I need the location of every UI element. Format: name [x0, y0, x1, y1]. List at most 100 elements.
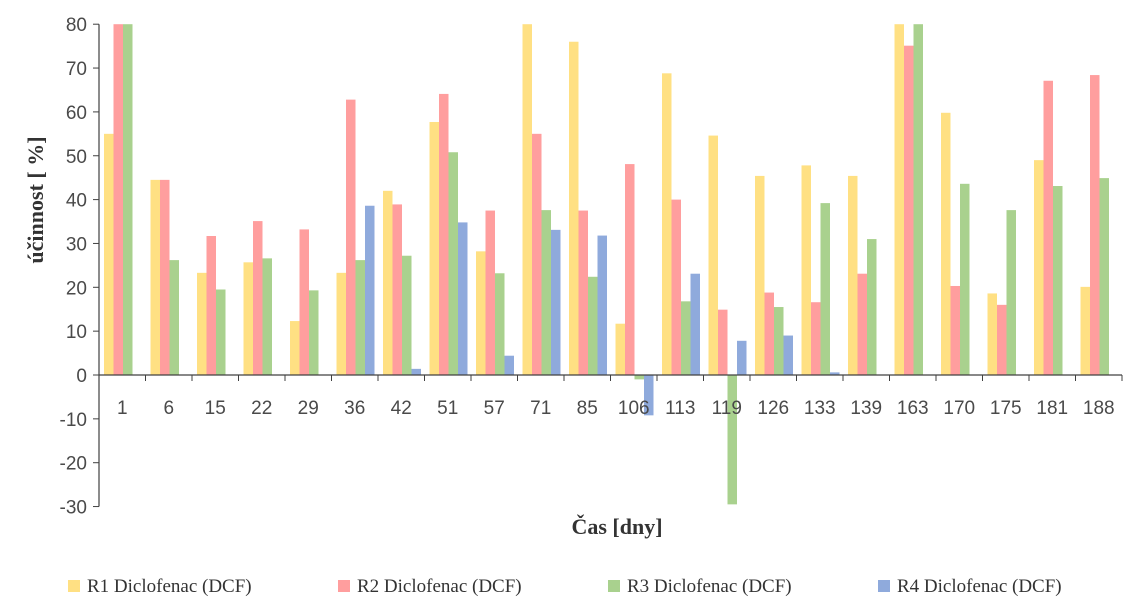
bar-series-2-85	[578, 210, 588, 375]
bar-series-1-181	[1034, 160, 1044, 375]
x-tick-label: 163	[897, 398, 929, 419]
bar-series-2-163	[904, 45, 914, 375]
bar-series-2-42	[392, 204, 402, 375]
bar-series-4-126	[783, 335, 793, 375]
bar-series-3-119	[727, 375, 737, 505]
x-tick-label: 119	[712, 398, 742, 419]
x-tick-label: 71	[530, 398, 551, 419]
bar-series-2-57	[485, 210, 495, 375]
bar-series-3-85	[588, 276, 598, 375]
bar-series-3-51	[448, 152, 458, 375]
x-tick-label: 22	[251, 398, 272, 419]
bar-series-2-170	[950, 285, 960, 375]
legend-swatch-series-3	[608, 580, 620, 592]
bar-series-2-29	[299, 229, 309, 375]
bar-series-3-188	[1099, 178, 1109, 375]
x-tick-label: 42	[391, 398, 412, 419]
bar-series-2-126	[764, 292, 774, 375]
bar-series-1-42	[383, 190, 393, 375]
legend-label-series-3: R3 Diclofenac (DCF)	[627, 576, 792, 597]
x-tick-label: 126	[757, 398, 789, 419]
bar-series-2-119	[718, 309, 728, 375]
bar-series-4-113	[690, 273, 700, 375]
bar-series-3-170	[960, 183, 970, 375]
bar-series-1-85	[569, 41, 579, 376]
bar-series-3-139	[867, 239, 877, 375]
bar-series-4-57	[504, 355, 514, 375]
x-tick-label: 139	[850, 398, 882, 419]
y-tick-label: 70	[66, 59, 87, 80]
bar-series-2-113	[671, 199, 681, 375]
bar-series-1-6	[150, 179, 160, 375]
bar-series-3-1	[123, 24, 133, 375]
x-tick-label: 6	[163, 398, 174, 419]
x-tick-label: 175	[990, 398, 1022, 419]
bar-series-2-1	[113, 24, 123, 375]
bar-series-1-126	[755, 175, 765, 375]
y-tick-label: -30	[60, 498, 87, 519]
bar-series-1-163	[894, 24, 904, 375]
bar-series-1-22	[243, 262, 253, 375]
legend-swatch-series-2	[338, 580, 350, 592]
axes-layer: 80 70 60 50 40 30 20 10 0 -10 -20 -30 1 6 15 22 29 36 42 51…	[60, 15, 1123, 519]
bar-series-3-6	[169, 260, 179, 375]
bar-series-3-106	[634, 375, 644, 380]
bar-series-1-71	[522, 24, 532, 375]
bar-series-2-175	[997, 304, 1007, 375]
bar-series-1-29	[290, 321, 300, 375]
bar-series-1-113	[662, 73, 672, 375]
bar-series-3-126	[774, 307, 784, 375]
y-tick-label: 0	[76, 366, 87, 387]
bar-series-4-85	[597, 235, 607, 375]
x-tick-label: 113	[665, 398, 695, 419]
y-tick-label: 60	[66, 103, 87, 124]
bar-series-1-170	[941, 112, 951, 375]
bar-series-1-36	[336, 272, 346, 375]
bar-series-4-42	[411, 368, 421, 375]
y-tick-label: -10	[60, 410, 87, 431]
bar-series-2-71	[532, 133, 542, 375]
bar-series-3-175	[1006, 210, 1016, 375]
bar-series-1-133	[801, 165, 811, 375]
y-axis-title: účinnost [ %]	[23, 136, 48, 263]
bar-series-3-15	[216, 289, 226, 375]
bar-series-3-163	[913, 24, 923, 375]
legend-swatch-series-1	[68, 580, 80, 592]
bar-series-1-15	[197, 272, 207, 375]
bar-series-4-133	[830, 372, 840, 375]
bar-series-4-71	[551, 229, 561, 375]
legend-label-series-4: R4 Diclofenac (DCF)	[897, 576, 1062, 597]
x-tick-label: 106	[618, 398, 650, 419]
y-tick-label: 80	[66, 15, 87, 36]
legend-label-series-2: R2 Diclofenac (DCF)	[357, 576, 522, 597]
bar-series-2-139	[857, 273, 867, 375]
x-tick-label: 57	[484, 398, 505, 419]
x-tick-label: 170	[943, 398, 975, 419]
x-tick-label: 85	[577, 398, 598, 419]
bar-series-3-36	[355, 260, 365, 375]
y-tick-label: -20	[60, 454, 87, 475]
bar-series-2-15	[206, 236, 216, 375]
x-tick-label: 1	[117, 398, 128, 419]
bar-series-2-36	[346, 99, 356, 376]
y-tick-label: 20	[66, 278, 87, 299]
y-tick-label: 10	[66, 322, 87, 343]
bar-series-1-175	[987, 293, 997, 375]
bar-series-4-119	[737, 340, 747, 375]
legend: R1 Diclofenac (DCF) R2 Diclofenac (DCF) R3…	[68, 576, 1062, 597]
x-axis-title: Čas [dny]	[571, 514, 662, 539]
bar-series-1-1	[104, 133, 114, 375]
bar-series-3-57	[495, 273, 505, 375]
bar-series-1-139	[848, 175, 858, 375]
y-tick-label: 50	[66, 147, 87, 168]
legend-label-series-1: R1 Diclofenac (DCF)	[87, 576, 252, 597]
bar-series-3-42	[402, 255, 412, 375]
y-tick-label: 40	[66, 191, 87, 212]
x-tick-label: 36	[344, 398, 365, 419]
bar-series-1-57	[476, 251, 486, 375]
bar-series-4-51	[458, 222, 468, 375]
x-tick-label: 181	[1036, 398, 1068, 419]
bars-layer	[104, 24, 1109, 505]
y-tick-label: 30	[66, 234, 87, 255]
